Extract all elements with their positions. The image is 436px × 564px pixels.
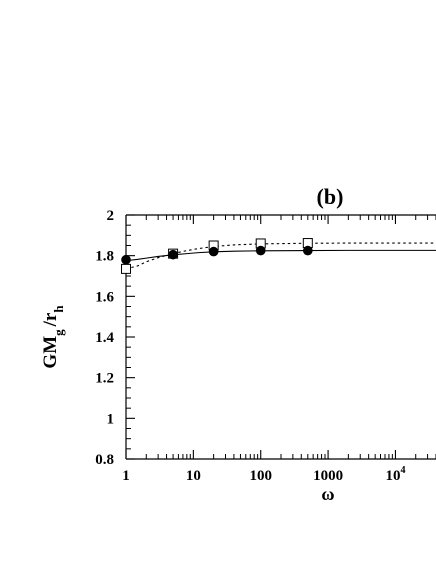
- x-axis-label: ω: [321, 484, 334, 504]
- series-2-line: [125, 249, 436, 262]
- y-axis-label-sub1: g: [51, 329, 66, 336]
- series-2-point: [121, 254, 131, 265]
- x-tick-label: 104: [385, 465, 405, 484]
- y-axis-label-main: GM: [40, 336, 61, 369]
- y-tick-label: 1.4: [95, 330, 114, 346]
- y-tick-label: 0.8: [95, 452, 114, 468]
- series-2-point: [303, 245, 313, 256]
- tick-marks: [125, 214, 436, 460]
- y-axis-label-mid: /r: [40, 312, 61, 327]
- y-axis-label-sub2: h: [51, 305, 66, 313]
- x-tick-label-exponent: 4: [400, 465, 405, 476]
- x-tick-label: 100: [249, 468, 272, 484]
- x-tick-label: 1: [122, 468, 130, 484]
- series-1-point: [121, 263, 131, 274]
- panel-label: (b): [317, 184, 344, 209]
- y-tick-label: 1.6: [95, 289, 114, 305]
- tick-labels: 0.8 1 1.2 1.4 1.6 1.8 2 1 10 100 1000 104: [95, 208, 405, 484]
- x-tick-label: 10: [186, 468, 201, 484]
- y-tick-label: 1.8: [95, 249, 114, 265]
- series-2-point: [208, 246, 219, 257]
- series-lines: [125, 242, 436, 270]
- y-tick-label: 2: [107, 208, 115, 224]
- y-tick-label: 1: [107, 411, 115, 427]
- series-1-line: [125, 242, 436, 270]
- y-tick-label: 1.2: [95, 371, 114, 387]
- x-tick-label: 1000: [313, 468, 343, 484]
- series-2-point: [255, 245, 266, 256]
- y-axis-label: GMg/rh: [40, 305, 66, 369]
- series-markers: [121, 238, 313, 274]
- series-2-point: [168, 249, 178, 260]
